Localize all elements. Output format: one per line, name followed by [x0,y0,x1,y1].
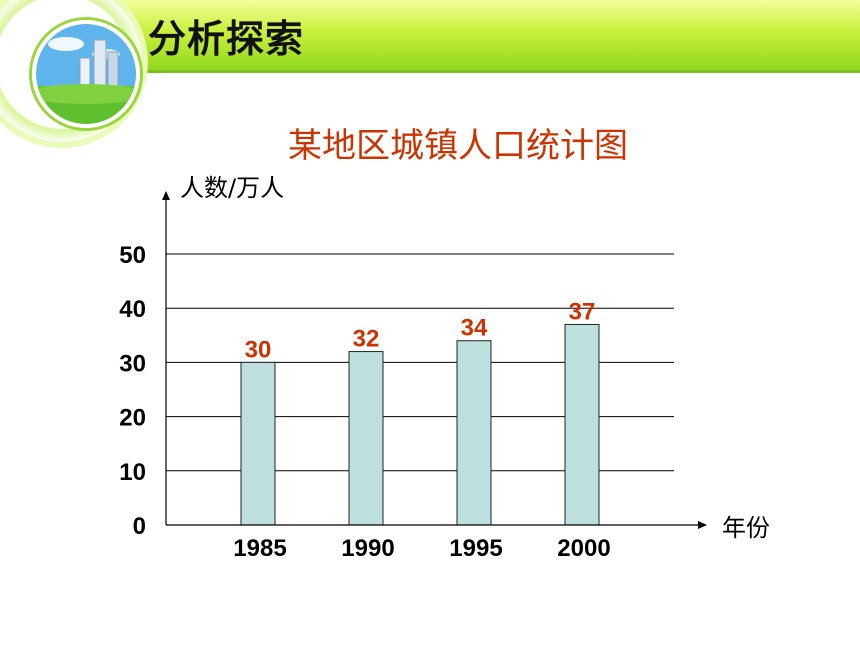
page-title: 分析探索 [148,17,305,61]
data-label: 30 [245,336,272,363]
y-tick-label: 10 [119,459,146,486]
y-tick-label: 30 [119,350,146,377]
data-label: 32 [353,326,380,353]
x-tick-labels: 1985 1990 1995 2000 [233,535,610,562]
y-tick-label: 20 [119,405,146,432]
y-axis-label: 人数/万人 [180,174,284,202]
bars [240,323,600,526]
x-tick-label: 1995 [449,535,502,562]
y-tick-label: 40 [119,296,146,323]
y-tick-label: 0 [133,513,146,540]
x-tick-label: 2000 [557,535,610,562]
header-band [0,0,860,72]
data-label: 34 [461,315,488,342]
x-axis-label: 年份 [722,514,770,542]
y-tick-labels: 0 10 20 30 40 50 [119,242,146,540]
data-label: 37 [569,298,596,325]
city-landscape-logo [32,20,140,128]
bar-1990 [348,351,384,526]
bar-1995 [456,340,492,526]
x-tick-label: 1985 [233,535,286,562]
header-divider [120,70,860,73]
chart-title: 某地区城镇人口统计图 [288,126,628,166]
x-tick-label: 1990 [341,535,394,562]
bar-1985 [240,361,276,526]
bar-2000 [564,323,600,526]
data-labels: 30 32 34 37 [245,298,596,363]
y-tick-label: 50 [119,242,146,269]
